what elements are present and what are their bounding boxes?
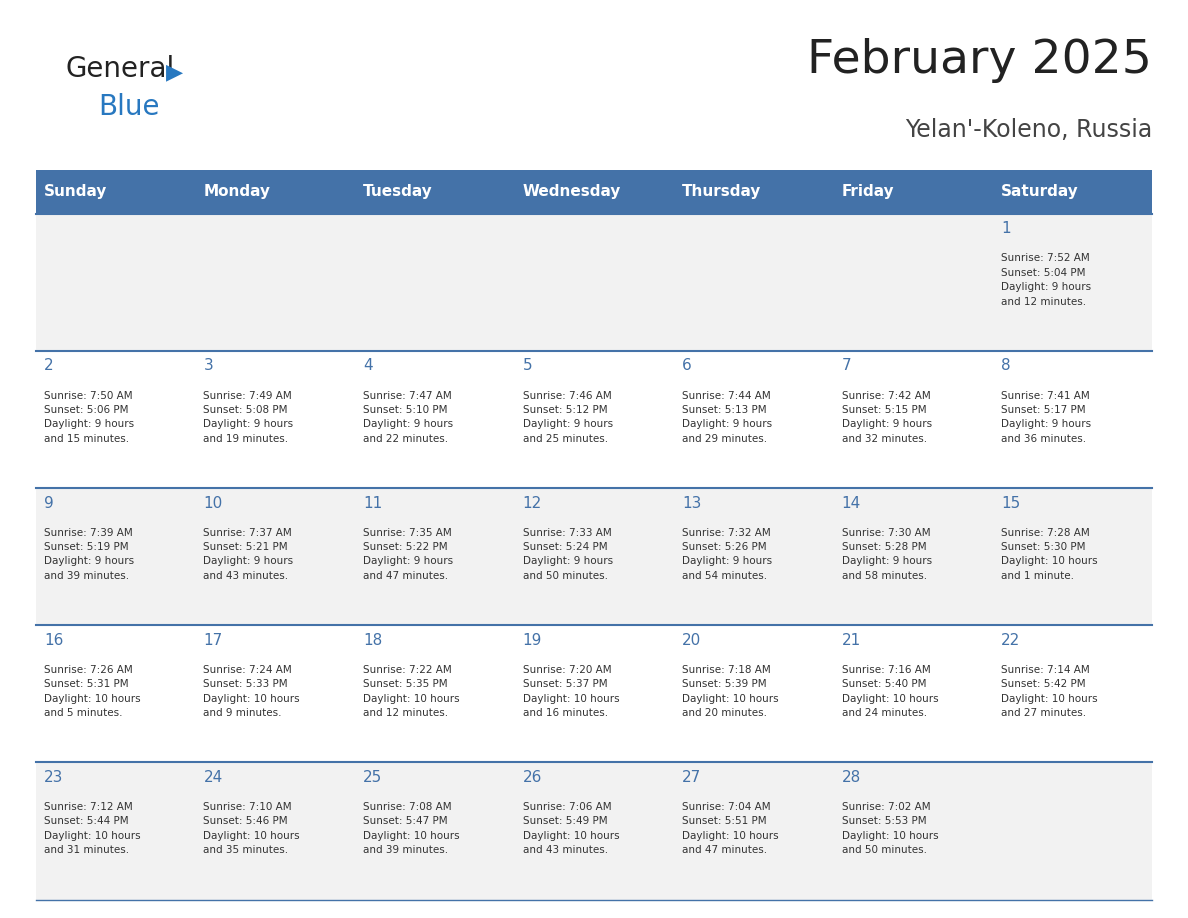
Text: Thursday: Thursday — [682, 185, 762, 199]
Text: 13: 13 — [682, 496, 701, 510]
Text: 17: 17 — [203, 633, 222, 648]
Text: Blue: Blue — [99, 93, 160, 121]
Bar — [36, 214, 1152, 351]
Text: Sunrise: 7:18 AM
Sunset: 5:39 PM
Daylight: 10 hours
and 20 minutes.: Sunrise: 7:18 AM Sunset: 5:39 PM Dayligh… — [682, 665, 778, 718]
Text: 27: 27 — [682, 770, 701, 785]
Text: 20: 20 — [682, 633, 701, 648]
Text: 23: 23 — [44, 770, 63, 785]
Text: Sunrise: 7:46 AM
Sunset: 5:12 PM
Daylight: 9 hours
and 25 minutes.: Sunrise: 7:46 AM Sunset: 5:12 PM Dayligh… — [523, 390, 613, 443]
Text: Sunrise: 7:04 AM
Sunset: 5:51 PM
Daylight: 10 hours
and 47 minutes.: Sunrise: 7:04 AM Sunset: 5:51 PM Dayligh… — [682, 802, 778, 856]
Text: Sunrise: 7:14 AM
Sunset: 5:42 PM
Daylight: 10 hours
and 27 minutes.: Sunrise: 7:14 AM Sunset: 5:42 PM Dayligh… — [1001, 665, 1098, 718]
Text: 1: 1 — [1001, 221, 1011, 236]
Text: 24: 24 — [203, 770, 222, 785]
Text: Sunrise: 7:47 AM
Sunset: 5:10 PM
Daylight: 9 hours
and 22 minutes.: Sunrise: 7:47 AM Sunset: 5:10 PM Dayligh… — [364, 390, 453, 443]
Text: 11: 11 — [364, 496, 383, 510]
Text: 4: 4 — [364, 358, 373, 374]
Text: Sunrise: 7:02 AM
Sunset: 5:53 PM
Daylight: 10 hours
and 50 minutes.: Sunrise: 7:02 AM Sunset: 5:53 PM Dayligh… — [841, 802, 939, 856]
Text: 16: 16 — [44, 633, 63, 648]
Text: Sunrise: 7:30 AM
Sunset: 5:28 PM
Daylight: 9 hours
and 58 minutes.: Sunrise: 7:30 AM Sunset: 5:28 PM Dayligh… — [841, 528, 931, 581]
Text: 14: 14 — [841, 496, 861, 510]
Text: Sunrise: 7:16 AM
Sunset: 5:40 PM
Daylight: 10 hours
and 24 minutes.: Sunrise: 7:16 AM Sunset: 5:40 PM Dayligh… — [841, 665, 939, 718]
Text: 12: 12 — [523, 496, 542, 510]
Text: Friday: Friday — [841, 185, 895, 199]
Text: Sunrise: 7:52 AM
Sunset: 5:04 PM
Daylight: 9 hours
and 12 minutes.: Sunrise: 7:52 AM Sunset: 5:04 PM Dayligh… — [1001, 253, 1092, 307]
Text: 9: 9 — [44, 496, 53, 510]
Text: Sunday: Sunday — [44, 185, 107, 199]
Text: 21: 21 — [841, 633, 861, 648]
Text: Sunrise: 7:26 AM
Sunset: 5:31 PM
Daylight: 10 hours
and 5 minutes.: Sunrise: 7:26 AM Sunset: 5:31 PM Dayligh… — [44, 665, 140, 718]
Text: 25: 25 — [364, 770, 383, 785]
Text: Sunrise: 7:32 AM
Sunset: 5:26 PM
Daylight: 9 hours
and 54 minutes.: Sunrise: 7:32 AM Sunset: 5:26 PM Dayligh… — [682, 528, 772, 581]
Text: Sunrise: 7:12 AM
Sunset: 5:44 PM
Daylight: 10 hours
and 31 minutes.: Sunrise: 7:12 AM Sunset: 5:44 PM Dayligh… — [44, 802, 140, 856]
Text: Sunrise: 7:08 AM
Sunset: 5:47 PM
Daylight: 10 hours
and 39 minutes.: Sunrise: 7:08 AM Sunset: 5:47 PM Dayligh… — [364, 802, 460, 856]
Text: Sunrise: 7:49 AM
Sunset: 5:08 PM
Daylight: 9 hours
and 19 minutes.: Sunrise: 7:49 AM Sunset: 5:08 PM Dayligh… — [203, 390, 293, 443]
Text: Saturday: Saturday — [1001, 185, 1079, 199]
Text: General: General — [65, 54, 175, 83]
Text: 22: 22 — [1001, 633, 1020, 648]
Text: Yelan'-Koleno, Russia: Yelan'-Koleno, Russia — [905, 118, 1152, 142]
Text: ▶: ▶ — [166, 62, 183, 83]
Bar — [36, 488, 1152, 625]
Text: Monday: Monday — [203, 185, 271, 199]
Text: Sunrise: 7:50 AM
Sunset: 5:06 PM
Daylight: 9 hours
and 15 minutes.: Sunrise: 7:50 AM Sunset: 5:06 PM Dayligh… — [44, 390, 134, 443]
Text: 2: 2 — [44, 358, 53, 374]
Text: Sunrise: 7:10 AM
Sunset: 5:46 PM
Daylight: 10 hours
and 35 minutes.: Sunrise: 7:10 AM Sunset: 5:46 PM Dayligh… — [203, 802, 301, 856]
Text: 6: 6 — [682, 358, 691, 374]
Text: Sunrise: 7:35 AM
Sunset: 5:22 PM
Daylight: 9 hours
and 47 minutes.: Sunrise: 7:35 AM Sunset: 5:22 PM Dayligh… — [364, 528, 453, 581]
Text: February 2025: February 2025 — [808, 38, 1152, 83]
Bar — [36, 170, 1152, 214]
Text: Sunrise: 7:24 AM
Sunset: 5:33 PM
Daylight: 10 hours
and 9 minutes.: Sunrise: 7:24 AM Sunset: 5:33 PM Dayligh… — [203, 665, 301, 718]
Text: Tuesday: Tuesday — [364, 185, 432, 199]
Text: 10: 10 — [203, 496, 222, 510]
Text: Sunrise: 7:44 AM
Sunset: 5:13 PM
Daylight: 9 hours
and 29 minutes.: Sunrise: 7:44 AM Sunset: 5:13 PM Dayligh… — [682, 390, 772, 443]
Text: 15: 15 — [1001, 496, 1020, 510]
Text: 18: 18 — [364, 633, 383, 648]
Text: Wednesday: Wednesday — [523, 185, 621, 199]
Text: Sunrise: 7:39 AM
Sunset: 5:19 PM
Daylight: 9 hours
and 39 minutes.: Sunrise: 7:39 AM Sunset: 5:19 PM Dayligh… — [44, 528, 134, 581]
Text: 3: 3 — [203, 358, 213, 374]
Text: Sunrise: 7:33 AM
Sunset: 5:24 PM
Daylight: 9 hours
and 50 minutes.: Sunrise: 7:33 AM Sunset: 5:24 PM Dayligh… — [523, 528, 613, 581]
Text: 19: 19 — [523, 633, 542, 648]
Text: 7: 7 — [841, 358, 852, 374]
Bar — [36, 625, 1152, 763]
Bar — [36, 763, 1152, 900]
Text: Sunrise: 7:06 AM
Sunset: 5:49 PM
Daylight: 10 hours
and 43 minutes.: Sunrise: 7:06 AM Sunset: 5:49 PM Dayligh… — [523, 802, 619, 856]
Text: 8: 8 — [1001, 358, 1011, 374]
Text: 5: 5 — [523, 358, 532, 374]
Text: Sunrise: 7:22 AM
Sunset: 5:35 PM
Daylight: 10 hours
and 12 minutes.: Sunrise: 7:22 AM Sunset: 5:35 PM Dayligh… — [364, 665, 460, 718]
Text: Sunrise: 7:20 AM
Sunset: 5:37 PM
Daylight: 10 hours
and 16 minutes.: Sunrise: 7:20 AM Sunset: 5:37 PM Dayligh… — [523, 665, 619, 718]
Text: Sunrise: 7:42 AM
Sunset: 5:15 PM
Daylight: 9 hours
and 32 minutes.: Sunrise: 7:42 AM Sunset: 5:15 PM Dayligh… — [841, 390, 931, 443]
Text: 26: 26 — [523, 770, 542, 785]
Text: Sunrise: 7:37 AM
Sunset: 5:21 PM
Daylight: 9 hours
and 43 minutes.: Sunrise: 7:37 AM Sunset: 5:21 PM Dayligh… — [203, 528, 293, 581]
Bar — [36, 351, 1152, 488]
Text: Sunrise: 7:28 AM
Sunset: 5:30 PM
Daylight: 10 hours
and 1 minute.: Sunrise: 7:28 AM Sunset: 5:30 PM Dayligh… — [1001, 528, 1098, 581]
Text: Sunrise: 7:41 AM
Sunset: 5:17 PM
Daylight: 9 hours
and 36 minutes.: Sunrise: 7:41 AM Sunset: 5:17 PM Dayligh… — [1001, 390, 1092, 443]
Text: 28: 28 — [841, 770, 861, 785]
